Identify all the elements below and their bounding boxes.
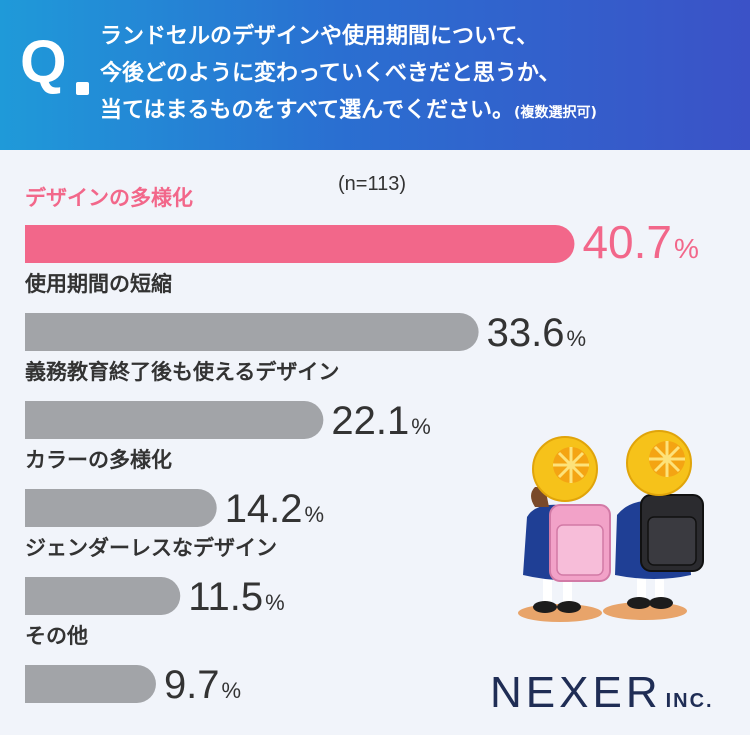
value-label: 22.1%: [331, 399, 430, 443]
girl-figure: [523, 436, 611, 613]
bar: [25, 313, 479, 351]
category-label: 義務教育終了後も使えるデザイン: [25, 360, 339, 384]
bar: [25, 401, 324, 439]
bar: [25, 489, 217, 527]
nexer-logo: NEXER INC.: [490, 668, 714, 718]
category-label: デザインの多様化: [25, 186, 193, 210]
boy-figure: [615, 430, 704, 609]
children-with-randoseru-illustration: [518, 430, 704, 622]
category-label: その他: [25, 624, 88, 648]
bar: [25, 577, 181, 615]
bar-left-square: [25, 577, 63, 615]
bar-left-square: [25, 489, 63, 527]
value-label: 40.7%: [582, 216, 698, 268]
value-label: 11.5%: [188, 575, 284, 619]
q-dot: [76, 82, 89, 95]
question-header: Q ランドセルのデザインや使用期間について、 今後どのように変わっていくべきだと…: [0, 0, 750, 150]
category-label: ジェンダーレスなデザイン: [25, 536, 277, 560]
sample-size-note: (n=113): [338, 173, 406, 195]
logo-wordmark: NEXER: [490, 668, 662, 717]
value-label: 14.2%: [225, 487, 324, 531]
value-label: 9.7%: [164, 663, 241, 707]
category-label: 使用期間の短縮: [24, 272, 172, 296]
bar-left-square: [25, 225, 63, 263]
category-label: カラーの多様化: [25, 448, 172, 472]
q-letter: Q: [20, 28, 67, 95]
question-line-3: 当てはまるものをすべて選んでください。(複数選択可): [100, 92, 597, 124]
bar-left-square: [25, 665, 63, 703]
value-label: 33.6%: [487, 311, 586, 355]
question-line-3-text: 当てはまるものをすべて選んでください。: [100, 98, 515, 123]
logo-suffix: INC.: [665, 690, 714, 712]
question-line-2: 今後どのように変わっていくべきだと思うか、: [100, 61, 561, 86]
bar-left-square: [25, 401, 63, 439]
bar-left-square: [25, 313, 63, 351]
bar: [25, 225, 575, 263]
multiple-choice-note: (複数選択可): [514, 105, 597, 121]
q-mark: Q: [20, 26, 92, 98]
question-line-1: ランドセルのデザインや使用期間について、: [100, 24, 539, 49]
